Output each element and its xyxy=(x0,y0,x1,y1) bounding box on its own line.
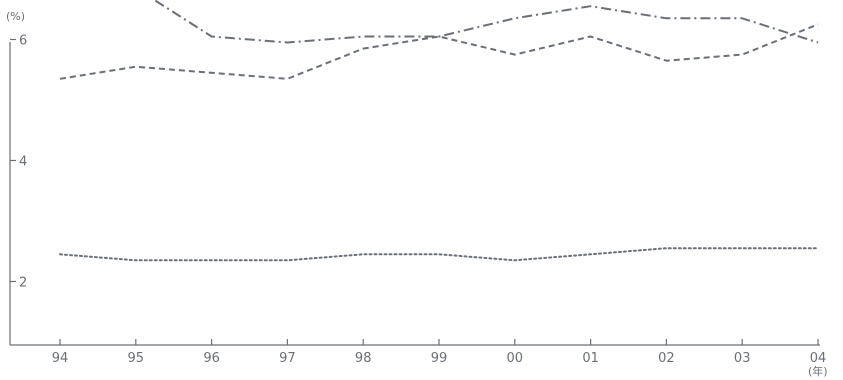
x-unit-label: (年) xyxy=(808,364,828,378)
axes xyxy=(9,38,820,346)
series-dashed-line xyxy=(59,23,819,80)
x-tick-label: 94 xyxy=(52,351,69,366)
y-tick-label: 4 xyxy=(19,155,27,170)
series-dashdot-line xyxy=(152,0,819,44)
tick-labels: (%) (年) 2468109495969798990001020304 xyxy=(6,10,828,378)
x-tick-label: 95 xyxy=(128,351,145,366)
x-tick-label: 97 xyxy=(279,351,296,366)
series-group xyxy=(59,0,819,262)
x-tick-label: 02 xyxy=(658,351,675,366)
x-tick-label: 98 xyxy=(355,351,372,366)
x-tick-label: 00 xyxy=(507,351,524,366)
x-tick-label: 01 xyxy=(582,351,599,366)
y-tick-label: 2 xyxy=(19,276,27,291)
x-tick-label: 96 xyxy=(203,351,220,366)
x-tick-label: 99 xyxy=(431,351,448,366)
x-tick-label: 03 xyxy=(734,351,751,366)
y-unit-label: (%) xyxy=(6,10,25,23)
x-tick-label: 04 xyxy=(810,351,827,366)
series-dotted-line xyxy=(59,247,819,262)
y-tick-label: 6 xyxy=(19,34,27,49)
